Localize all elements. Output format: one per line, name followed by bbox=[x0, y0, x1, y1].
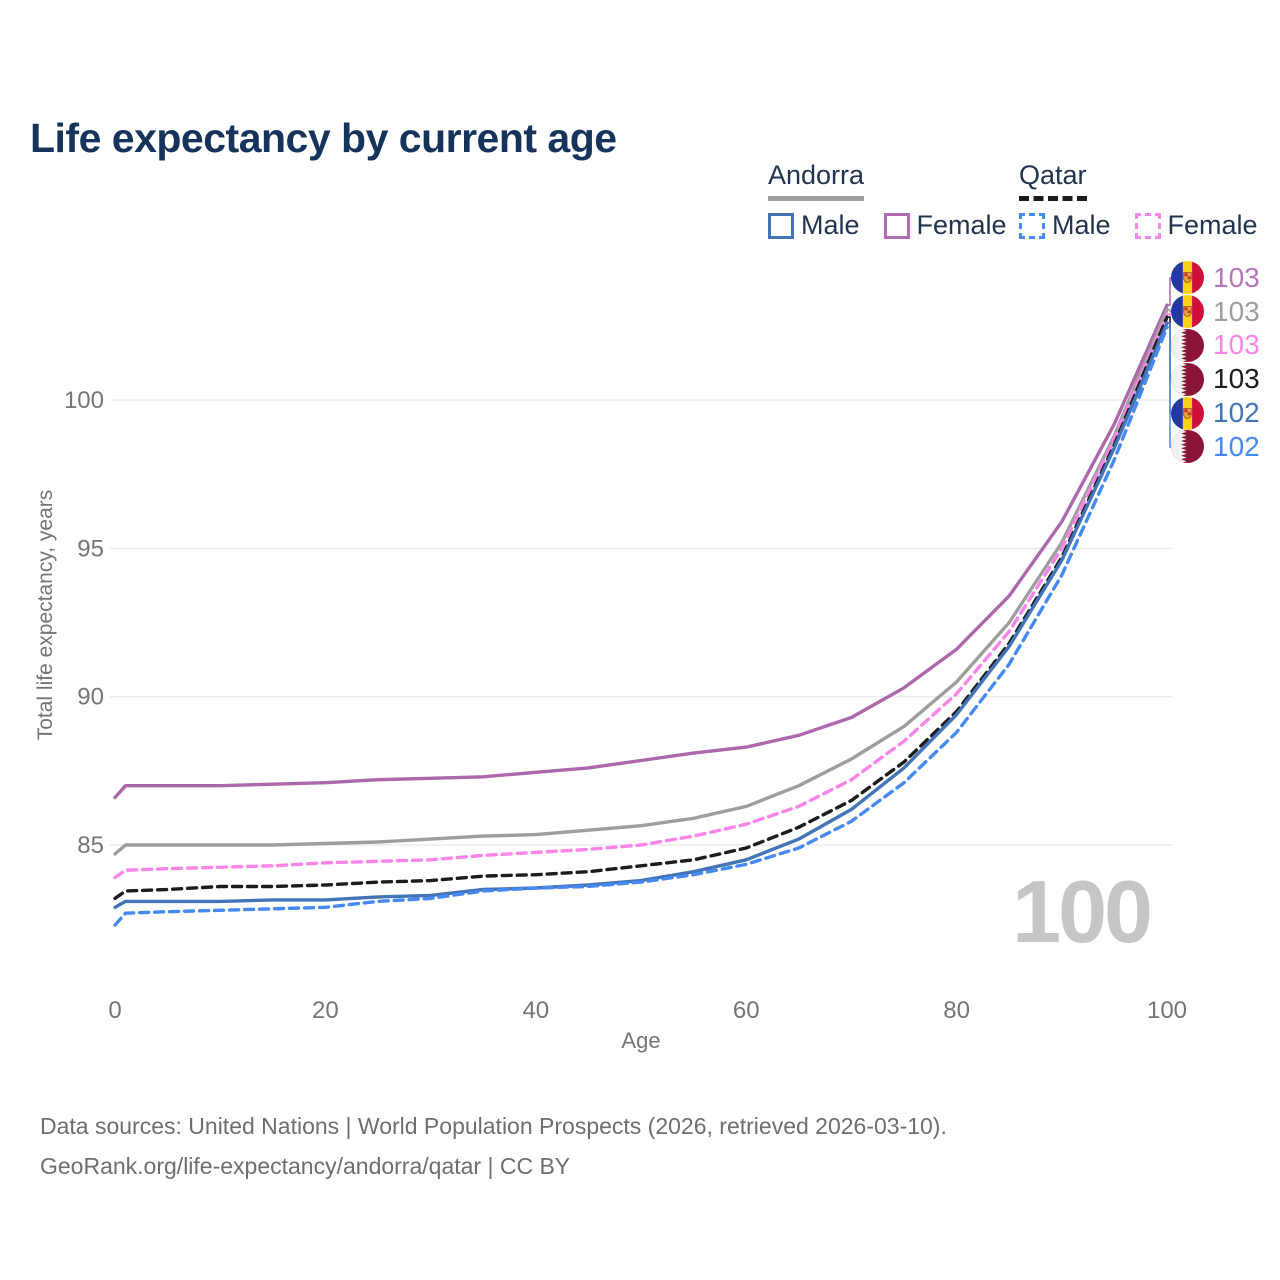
end-label-row: 102 bbox=[1171, 430, 1260, 464]
qatar-flag-icon bbox=[1171, 329, 1204, 362]
chart-title: Life expectancy by current age bbox=[30, 115, 617, 162]
andorra-flag-icon bbox=[1171, 397, 1204, 430]
legend-item-label: Female bbox=[916, 210, 1007, 240]
legend-country-label: Qatar bbox=[1019, 160, 1087, 201]
legend-group-qatar: Qatar Male Female bbox=[1019, 160, 1258, 241]
end-label-value: 103 bbox=[1213, 329, 1260, 361]
legend-item-andorra-male[interactable]: Male bbox=[768, 210, 860, 241]
x-tick-label: 80 bbox=[943, 997, 970, 1024]
end-label-value: 103 bbox=[1213, 363, 1260, 395]
end-of-line-labels: 103 103 103 103 102 102 bbox=[1171, 261, 1260, 464]
end-label-value: 102 bbox=[1213, 430, 1260, 462]
end-label-row: 103 bbox=[1171, 261, 1260, 295]
current-age-indicator: 100 bbox=[1012, 862, 1153, 961]
end-label-row: 103 bbox=[1171, 329, 1260, 363]
qatar-flag-icon bbox=[1171, 363, 1204, 396]
legend-items: Male Female bbox=[768, 210, 1007, 241]
legend-item-label: Female bbox=[1167, 210, 1258, 240]
x-tick-label: 100 bbox=[1147, 997, 1187, 1024]
y-axis-title: Total life expectancy, years bbox=[34, 489, 57, 741]
x-tick-label: 20 bbox=[312, 997, 339, 1024]
end-label-row: 103 bbox=[1171, 362, 1260, 396]
end-label-row: 103 bbox=[1171, 295, 1260, 329]
series-line-qatar-female[interactable] bbox=[113, 312, 1169, 880]
y-tick-label: 95 bbox=[77, 535, 104, 562]
x-axis-title: Age bbox=[621, 1028, 661, 1053]
qatar-flag-icon bbox=[1171, 430, 1204, 463]
y-tick-label: 85 bbox=[77, 832, 104, 859]
legend-item-andorra-female[interactable]: Female bbox=[883, 210, 1007, 241]
series-line-qatar-male[interactable] bbox=[113, 325, 1169, 927]
footer-data-sources: Data sources: United Nations | World Pop… bbox=[40, 1113, 947, 1139]
legend-country-label: Andorra bbox=[768, 160, 865, 201]
x-tick-label: 40 bbox=[522, 997, 549, 1024]
footer-attribution: GeoRank.org/life-expectancy/andorra/qata… bbox=[40, 1153, 571, 1180]
legend-item-qatar-female[interactable]: Female bbox=[1134, 210, 1258, 241]
legend-swatch bbox=[768, 212, 794, 239]
end-label-value: 102 bbox=[1213, 397, 1260, 429]
legend-item-label: Male bbox=[801, 210, 860, 240]
x-tick-label: 0 bbox=[108, 997, 121, 1024]
series-line-andorra[interactable] bbox=[113, 307, 1169, 856]
legend-items: Male Female bbox=[1019, 210, 1258, 241]
legend-group-andorra: Andorra Male Female bbox=[768, 160, 1007, 241]
series-line-andorra-male[interactable] bbox=[113, 321, 1169, 909]
series-line-qatar[interactable] bbox=[113, 315, 1169, 901]
legend-item-qatar-male[interactable]: Male bbox=[1019, 210, 1111, 241]
legend-item-label: Male bbox=[1052, 210, 1111, 240]
andorra-flag-icon bbox=[1171, 295, 1204, 328]
legend-swatch bbox=[883, 212, 910, 239]
y-tick-label: 100 bbox=[64, 387, 104, 414]
legend-swatch bbox=[1134, 212, 1161, 239]
legend-swatch bbox=[1019, 212, 1045, 239]
footer: Data sources: United Nations | World Pop… bbox=[40, 1106, 947, 1187]
x-tick-label: 60 bbox=[733, 997, 760, 1024]
end-label-row: 102 bbox=[1171, 396, 1260, 430]
series-line-andorra-female[interactable] bbox=[113, 303, 1169, 800]
andorra-flag-icon bbox=[1171, 261, 1204, 294]
end-label-value: 103 bbox=[1213, 261, 1260, 293]
y-tick-label: 90 bbox=[77, 684, 104, 711]
end-label-value: 103 bbox=[1213, 295, 1260, 327]
